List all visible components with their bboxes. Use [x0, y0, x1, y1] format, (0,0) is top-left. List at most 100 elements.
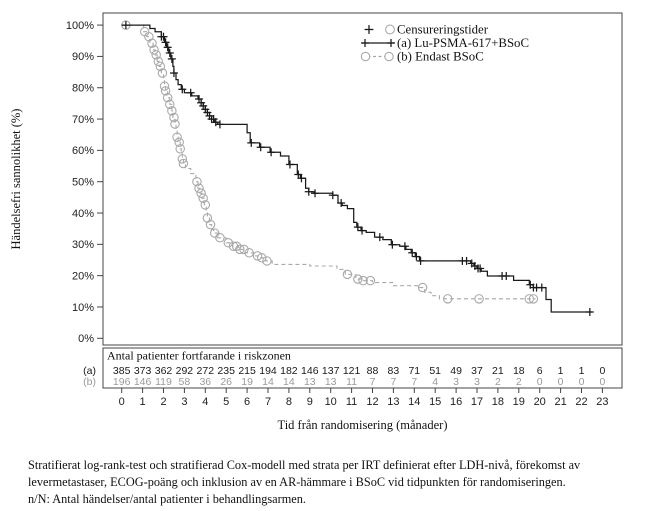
y-tick-label: 20% — [72, 270, 94, 282]
x-tick-label: 15 — [429, 396, 441, 408]
risk-value-a: 88 — [367, 365, 379, 377]
risk-value-b: 7 — [370, 376, 376, 388]
legend-entry-label: (a) Lu-PSMA-617+BSoC — [397, 36, 529, 50]
censor-circle-icon — [162, 93, 173, 103]
censor-circle-icon — [252, 251, 263, 261]
y-tick-label: 40% — [72, 208, 94, 220]
censor-circle-icon — [192, 176, 202, 187]
risk-value-b: 2 — [495, 376, 501, 388]
censor-circle-icon — [196, 188, 206, 199]
y-tick-label: 100% — [66, 20, 94, 32]
legend-circle-icon — [360, 51, 371, 62]
censor-circle-icon — [528, 294, 539, 304]
series-b — [121, 24, 536, 300]
legend-circle-icon — [384, 51, 394, 62]
x-tick-label: 13 — [387, 396, 399, 408]
censor-circle-icon — [175, 144, 185, 154]
x-tick-label: 7 — [265, 396, 271, 408]
x-tick-label: 0 — [119, 396, 125, 408]
censor-circle-icon — [170, 119, 180, 129]
risk-value-b: 26 — [220, 376, 232, 388]
censor-circle-icon — [239, 244, 249, 255]
censor-circle-icon — [155, 61, 166, 72]
x-tick-label: 12 — [366, 396, 378, 408]
censor-circle-icon — [198, 193, 208, 204]
y-axis: 0% 10% 20% 30% 40% 50% 60% 70% 80% 90% 100% — [66, 20, 103, 345]
censor-circle-icon — [474, 294, 484, 304]
x-tick-label: 17 — [471, 396, 483, 408]
risk-value-a: 362 — [155, 365, 173, 377]
risk-value-b: 0 — [599, 376, 605, 388]
y-tick-label: 70% — [72, 114, 94, 126]
x-axis: 0 1 2 3 4 5 6 7 8 9 10 11 12 13 14 15 16 17 18 19 20 21 22 23 — [119, 388, 609, 408]
legend-censoring-label: Censureringstider — [397, 23, 489, 37]
y-tick-label: 10% — [72, 302, 94, 314]
risk-value-b: 4 — [432, 376, 438, 388]
censor-circle-icon — [342, 269, 353, 280]
x-tick-label: 22 — [575, 396, 587, 408]
y-tick-label: 0% — [78, 333, 94, 345]
x-tick-label: 2 — [160, 396, 166, 408]
y-tick-label: 50% — [72, 177, 94, 189]
legend: Censureringstider(a) Lu-PSMA-617+BSoC(b)… — [360, 23, 529, 64]
risk-row-label: (b) — [83, 376, 96, 388]
x-tick-label: 23 — [596, 396, 608, 408]
censor-circle-icon — [358, 275, 368, 286]
footnote: Stratifierat log-rank-test och stratifie… — [28, 457, 580, 508]
x-tick-label: 10 — [325, 396, 337, 408]
risk-value-b: 7 — [411, 376, 417, 388]
x-tick-label: 3 — [181, 396, 187, 408]
risk-value-b: 14 — [262, 376, 274, 388]
risk-value-b: 7 — [390, 376, 396, 388]
censor-circle-icon — [165, 99, 175, 110]
risk-value-a: 18 — [513, 365, 525, 377]
risk-value-a: 6 — [537, 365, 543, 377]
x-tick-label: 6 — [244, 396, 250, 408]
y-tick-label: 90% — [72, 51, 94, 63]
censor-circle-icon — [169, 112, 179, 123]
risk-value-a: 1 — [558, 365, 564, 377]
curve-b — [121, 24, 536, 300]
censor-circle-icon — [151, 50, 161, 60]
risk-value-b: 3 — [453, 376, 459, 388]
censor-circle-icon — [262, 256, 272, 266]
risk-value-b: 196 — [113, 376, 131, 388]
x-tick-label: 21 — [554, 396, 566, 408]
censor-circle-icon — [417, 282, 428, 293]
censor-circle-icon — [235, 244, 245, 255]
risk-value-b: 0 — [558, 376, 564, 388]
risk-value-b: 14 — [283, 376, 295, 388]
risk-table-title: Antal patienter fortfarande i riskzonen — [107, 349, 291, 363]
risk-value-a: 373 — [134, 365, 152, 377]
risk-value-b: 19 — [241, 376, 253, 388]
risk-value-a: 37 — [471, 365, 483, 377]
risk-value-b: 0 — [537, 376, 543, 388]
censor-circle-icon — [365, 275, 376, 286]
censors-a — [121, 21, 594, 316]
x-axis-title: Tid från randomisering (månader) — [278, 418, 448, 432]
y-tick-label: 60% — [72, 145, 94, 157]
censor-circle-icon — [172, 132, 182, 142]
censor-circle-icon — [194, 183, 204, 194]
legend-censor-circle-icon — [385, 24, 395, 35]
risk-value-a: 235 — [217, 365, 235, 377]
x-tick-label: 9 — [307, 396, 313, 408]
censor-circle-icon — [215, 233, 225, 243]
censor-circle-icon — [157, 68, 168, 78]
censor-circle-icon — [353, 274, 363, 284]
risk-value-a: 272 — [197, 365, 215, 377]
risk-value-b: 146 — [134, 376, 152, 388]
censor-circle-icon — [205, 219, 216, 230]
censor-circle-icon — [174, 137, 184, 147]
risk-value-a: 137 — [322, 365, 340, 377]
series-a — [121, 24, 592, 313]
risk-value-b: 11 — [346, 376, 357, 388]
censor-circle-icon — [167, 106, 177, 116]
risk-value-a: 182 — [280, 365, 298, 377]
risk-value-b: 3 — [474, 376, 480, 388]
km-chart-svg: 0% 10% 20% 30% 40% 50% 60% 70% 80% 90% 100% Händels… — [9, 12, 623, 432]
risk-value-b: 0 — [579, 376, 585, 388]
risk-value-b: 13 — [325, 376, 337, 388]
x-tick-label: 19 — [513, 396, 525, 408]
